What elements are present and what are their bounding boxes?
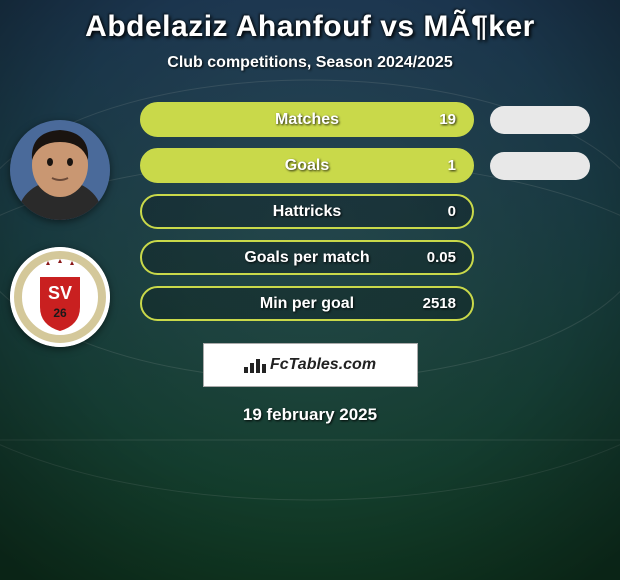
stat-pill: Min per goal 2518: [140, 286, 474, 321]
stat-pill: Goals 1: [140, 148, 474, 183]
opponent-pill: [490, 106, 590, 134]
date-label: 19 february 2025: [0, 405, 620, 425]
opponent-pill: [490, 152, 590, 180]
player-avatar: [10, 120, 110, 220]
stat-value: 0.05: [427, 249, 456, 266]
stat-label: Goals: [285, 157, 329, 175]
stat-label: Goals per match: [244, 249, 369, 267]
fctables-watermark: FcTables.com: [203, 343, 418, 387]
comparison-title: Abdelaziz Ahanfouf vs MÃ¶ker: [0, 0, 620, 44]
stat-row: Hattricks 0: [140, 194, 590, 229]
svg-text:26: 26: [53, 306, 67, 320]
stats-list: Matches 19 Goals 1 Hattricks 0 Goals per match…: [140, 102, 590, 321]
bars-icon: [244, 357, 266, 373]
stat-pill: Hattricks 0: [140, 194, 474, 229]
stat-pill: Goals per match 0.05: [140, 240, 474, 275]
club-badge: SV 26: [10, 247, 110, 347]
stat-row: Min per goal 2518: [140, 286, 590, 321]
stat-value: 0: [448, 203, 456, 220]
stat-label: Min per goal: [260, 295, 354, 313]
stat-value: 2518: [423, 295, 456, 312]
stat-pill: Matches 19: [140, 102, 474, 137]
stat-row: Goals per match 0.05: [140, 240, 590, 275]
brand-text: FcTables.com: [270, 356, 376, 374]
stat-label: Matches: [275, 111, 339, 129]
stat-value: 1: [448, 157, 456, 174]
stat-row: Goals 1: [140, 148, 590, 183]
season-subtitle: Club competitions, Season 2024/2025: [0, 54, 620, 72]
svg-text:SV: SV: [48, 283, 72, 303]
stat-label: Hattricks: [273, 203, 341, 221]
stat-value: 19: [439, 111, 456, 128]
stat-row: Matches 19: [140, 102, 590, 137]
